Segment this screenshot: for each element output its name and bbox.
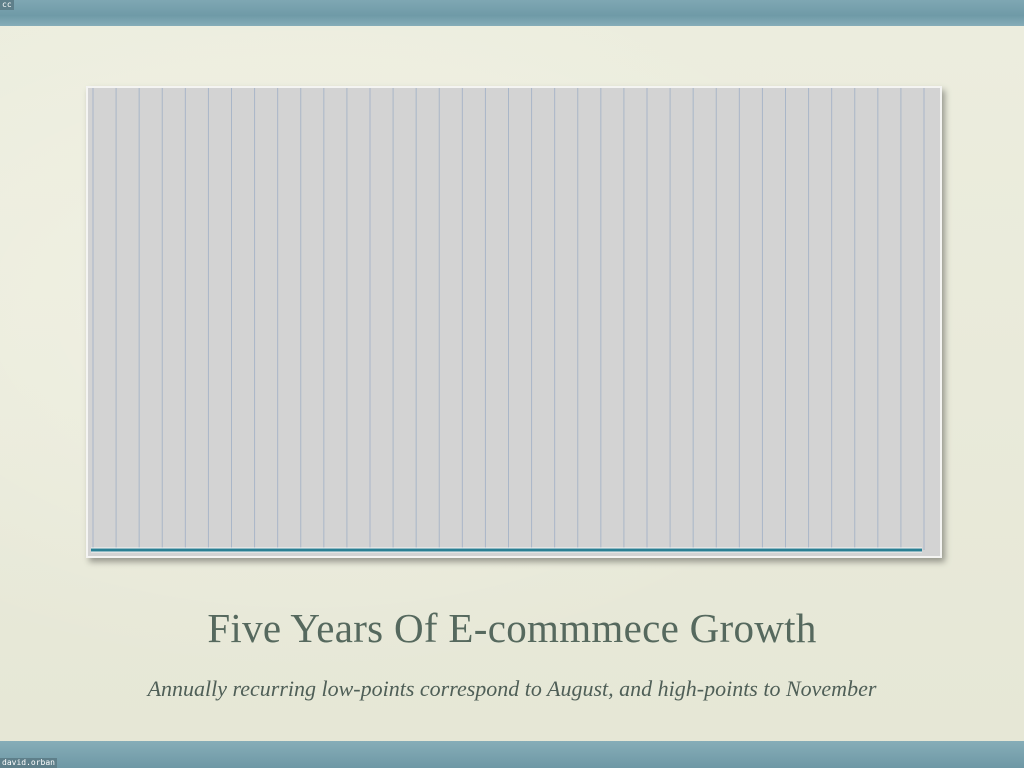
gridlines	[92, 88, 925, 550]
license-tag: cc	[0, 0, 14, 10]
bottom-border-band	[0, 741, 1024, 768]
slide-title: Five Years Of E-commmece Growth	[207, 605, 817, 651]
author-tag: david.orban	[0, 758, 57, 768]
top-border-band	[0, 0, 1024, 26]
slide-subtitle: Annually recurring low-points correspond…	[147, 676, 877, 701]
chart-frame	[86, 86, 942, 558]
line-chart	[91, 88, 925, 553]
